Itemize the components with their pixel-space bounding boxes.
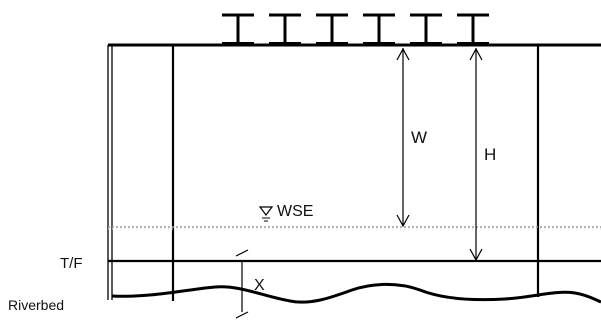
label-h: H <box>484 145 496 164</box>
x-dimension-arrow <box>235 249 249 319</box>
girder-icon <box>316 13 348 44</box>
water-level-symbol-icon <box>258 206 274 222</box>
label-riverbed: Riverbed <box>8 297 64 313</box>
girder-icon <box>363 13 395 44</box>
label-wse: WSE <box>277 203 313 220</box>
girder-icon <box>410 13 442 44</box>
label-x: X <box>254 277 265 294</box>
label-tf: T/F <box>60 255 83 272</box>
girder-icon <box>457 13 489 44</box>
girder-icon <box>222 13 254 44</box>
girder-icon <box>269 13 301 44</box>
label-w: W <box>411 128 427 147</box>
girder-group <box>222 13 489 44</box>
w-dimension-arrow <box>396 47 410 228</box>
h-dimension-arrow <box>469 47 483 262</box>
riverbed-curve <box>111 282 601 304</box>
